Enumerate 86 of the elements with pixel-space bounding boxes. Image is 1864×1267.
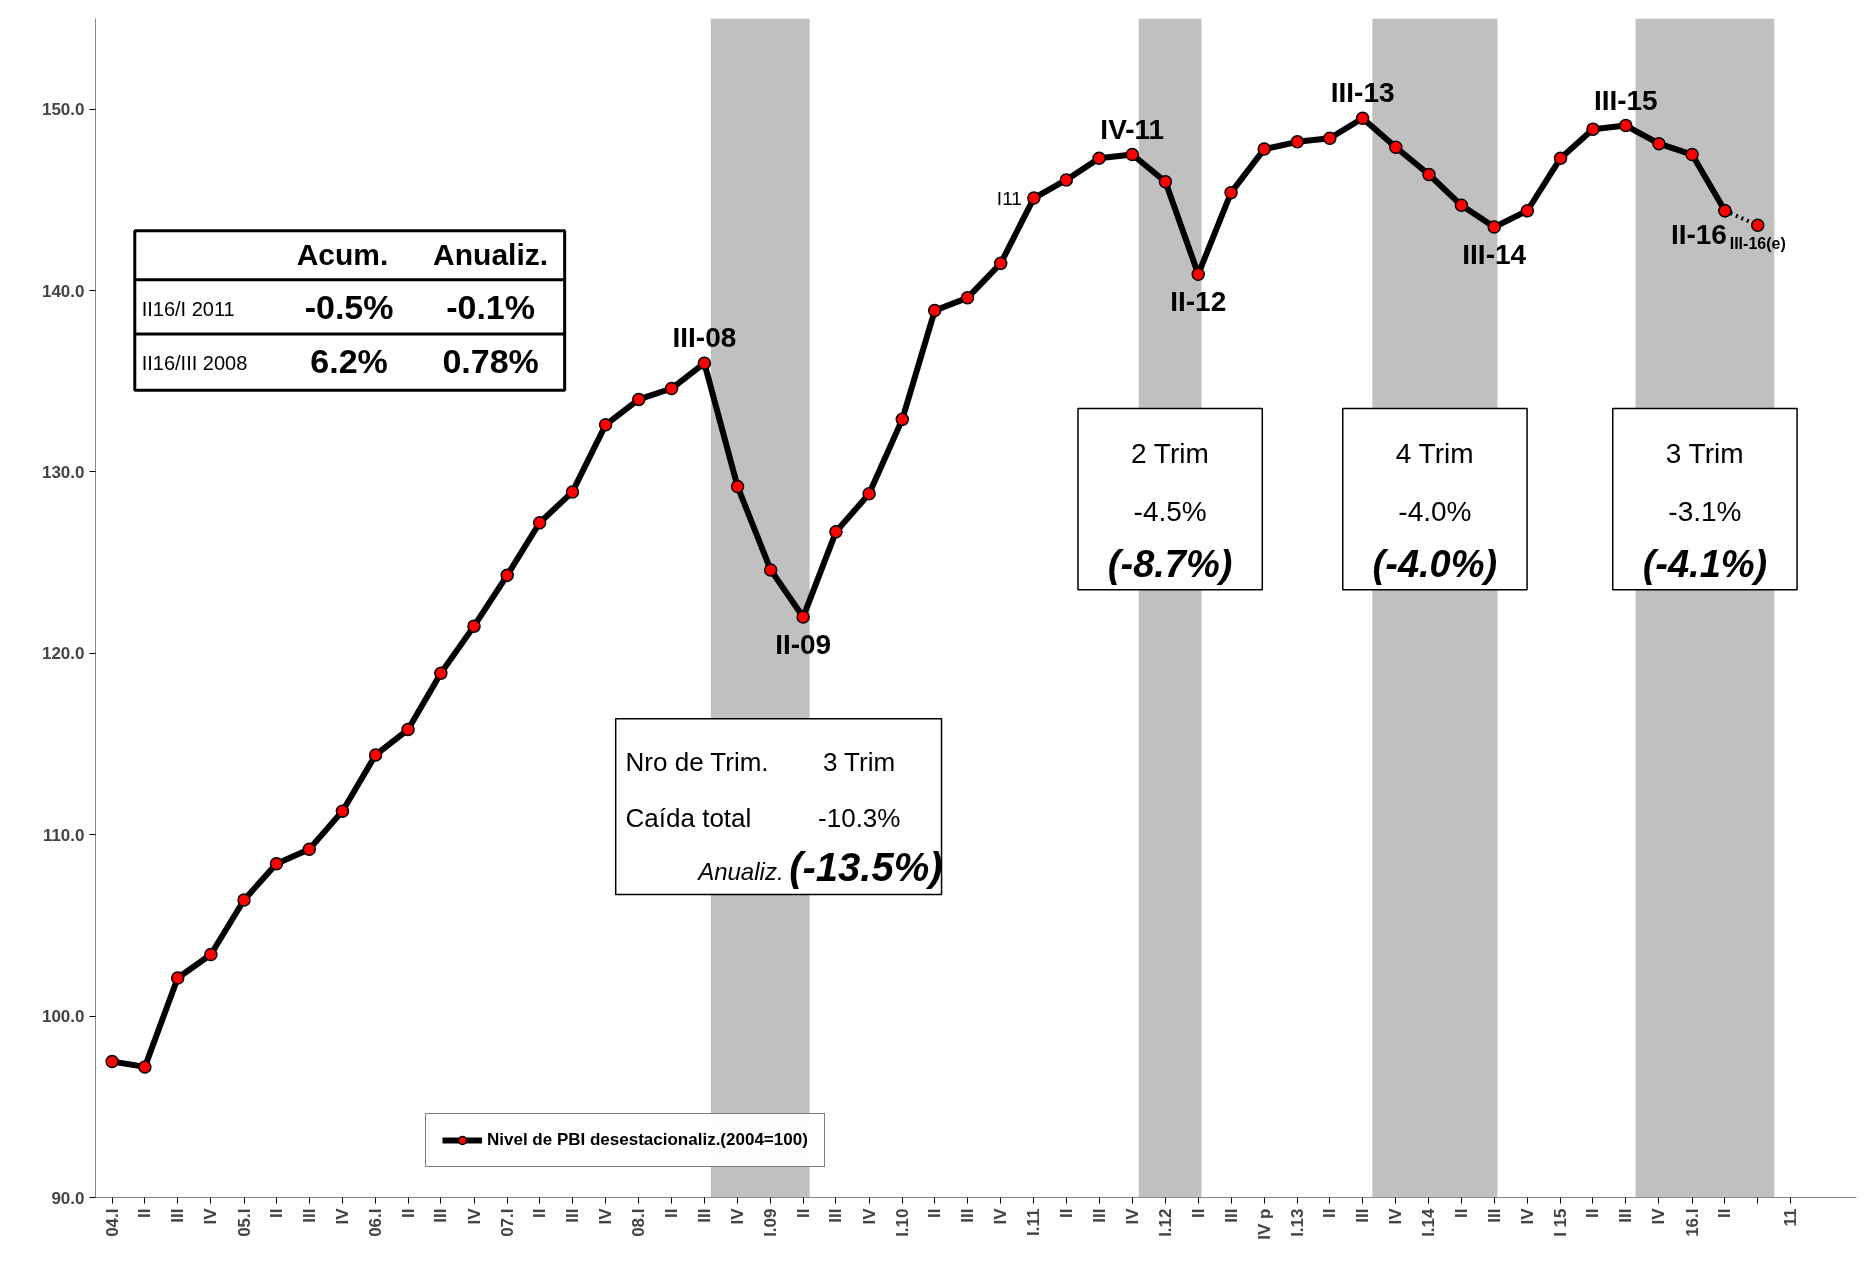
band-label: 3 Trim -3.1% (-4.1%) <box>1642 438 1768 586</box>
x-tick-label: III <box>1353 1208 1373 1223</box>
data-label: IV-11 <box>1100 113 1165 145</box>
annotation: Caída total <box>625 803 752 834</box>
x-tick-label: 07.I <box>497 1208 517 1237</box>
x-tick-label: IV <box>201 1207 221 1225</box>
data-label: II-09 <box>775 629 832 661</box>
x-tick-label: IV <box>332 1207 352 1225</box>
x-tick-label: I 15 <box>1551 1208 1571 1237</box>
x-tick-label: IV <box>1122 1207 1142 1225</box>
data-label: III-16(e) <box>1729 235 1786 253</box>
y-tick-label: 120.0 <box>41 644 85 664</box>
x-tick-label: 06.I <box>366 1208 386 1237</box>
data-label: III-15 <box>1593 84 1658 116</box>
annotation: -0.5% <box>304 287 394 326</box>
x-tick-label: IV <box>464 1207 484 1225</box>
x-tick-label: III <box>1089 1208 1109 1223</box>
y-tick-label: 150.0 <box>41 100 85 120</box>
annotation: 6.2% <box>310 342 388 381</box>
band-label: 4 Trim -4.0% (-4.0%) <box>1372 438 1498 586</box>
x-tick-label: III <box>694 1208 714 1223</box>
data-label: III-13 <box>1330 77 1395 109</box>
x-tick-label: I.11 <box>1024 1208 1044 1236</box>
x-tick-label: IV <box>859 1207 879 1225</box>
annotation: -10.3% <box>818 803 901 834</box>
data-label: I11 <box>996 187 1022 209</box>
annotation: 0.78% <box>442 342 539 381</box>
x-tick-label: III <box>431 1208 451 1223</box>
x-tick-label: IV <box>596 1207 616 1225</box>
x-tick-label: IV <box>991 1207 1011 1225</box>
x-tick-label: III <box>1484 1208 1504 1223</box>
data-label: III-14 <box>1462 239 1527 271</box>
x-tick-label: III <box>958 1208 978 1223</box>
band-label: 2 Trim -4.5% (-8.7%) <box>1107 438 1233 586</box>
annotation: 3 Trim <box>822 747 896 778</box>
x-tick-label: II <box>1320 1208 1340 1218</box>
x-tick-label: I.14 <box>1419 1207 1439 1237</box>
x-tick-label: I.12 <box>1155 1208 1175 1237</box>
y-tick-label: 90.0 <box>51 1188 85 1208</box>
annotation: (-13.5%) <box>789 845 943 890</box>
x-tick-label: II <box>1056 1208 1076 1218</box>
x-tick-label: III <box>1221 1208 1241 1223</box>
x-tick-label: 08.I <box>629 1208 649 1237</box>
y-tick-label: 130.0 <box>41 462 85 482</box>
x-tick-label: II <box>925 1208 945 1218</box>
y-tick-label: 100.0 <box>41 1007 85 1027</box>
data-label: III-08 <box>672 322 737 354</box>
x-tick-label: III <box>299 1208 319 1223</box>
x-tick-label: III <box>562 1208 582 1223</box>
x-tick-label: 11 <box>1781 1208 1801 1227</box>
x-tick-label: II <box>1715 1208 1735 1218</box>
data-label: II-16 <box>1670 218 1727 250</box>
x-tick-label: III <box>168 1208 188 1223</box>
x-tick-label: II <box>1583 1208 1603 1218</box>
y-tick-label: 140.0 <box>41 281 85 301</box>
x-tick-label: 16.I <box>1682 1208 1702 1237</box>
x-tick-label: II <box>793 1208 813 1218</box>
x-tick-label: II <box>1188 1208 1208 1218</box>
x-tick-label: I.13 <box>1287 1208 1307 1237</box>
annotation: Nro de Trim. <box>625 747 769 778</box>
y-tick-label: 110.0 <box>42 825 85 845</box>
x-tick-label: IV <box>728 1207 748 1225</box>
x-tick-label: III <box>826 1208 846 1223</box>
x-tick-label: II <box>530 1208 550 1218</box>
x-tick-label: II <box>135 1208 155 1218</box>
annotation: Anualiz. <box>433 237 549 271</box>
x-tick-label: II <box>1451 1208 1471 1218</box>
annotation: II16/I 2011 <box>141 297 235 320</box>
x-tick-label: I.09 <box>761 1208 781 1237</box>
x-tick-label: II <box>266 1208 286 1218</box>
annotation: II16/III 2008 <box>141 352 248 375</box>
x-tick-label: II <box>398 1208 418 1218</box>
x-tick-label: IV <box>1517 1207 1537 1225</box>
data-label: II-12 <box>1170 286 1227 318</box>
x-tick-label: IV <box>1649 1207 1669 1225</box>
x-tick-label: IV <box>1386 1207 1406 1225</box>
x-tick-label: III <box>1616 1208 1636 1223</box>
legend-label: Nivel de PBI desestacionaliz.(2004=100) <box>487 1130 808 1150</box>
x-tick-label: 05.I <box>234 1208 254 1237</box>
x-tick-label: I.10 <box>892 1208 912 1237</box>
x-tick-label: 04.I <box>102 1208 122 1237</box>
annotation: -0.1% <box>446 287 536 326</box>
annotation: Anualiz. <box>696 857 784 885</box>
annotation: Acum. <box>296 237 389 271</box>
x-tick-label: II <box>662 1208 682 1218</box>
x-tick-label: IV p <box>1254 1208 1274 1240</box>
